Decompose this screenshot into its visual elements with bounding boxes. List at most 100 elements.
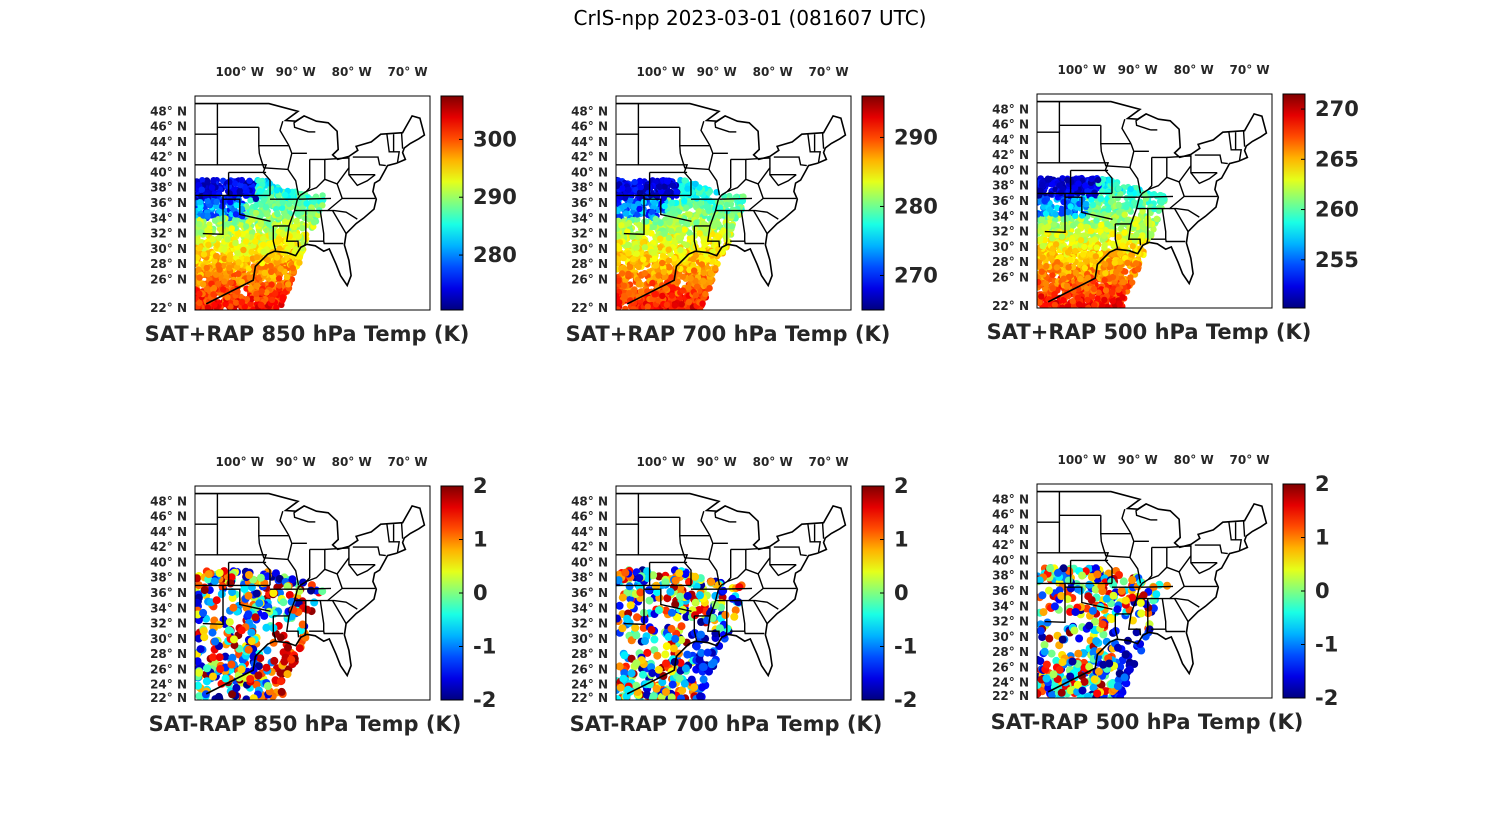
data-point xyxy=(232,211,240,218)
data-point xyxy=(1089,201,1097,209)
map-frame xyxy=(615,95,852,311)
lon-tick-label: 70° W xyxy=(809,65,849,79)
data-point xyxy=(616,277,622,285)
data-point xyxy=(253,295,260,302)
data-point xyxy=(1069,298,1076,305)
data-point xyxy=(1109,230,1116,238)
data-point xyxy=(1065,269,1072,276)
data-point xyxy=(281,191,289,199)
panel-title: SAT+RAP 700 hPa Temp (K) xyxy=(566,322,891,346)
lon-tick-label: 80° W xyxy=(332,65,372,79)
data-point xyxy=(237,181,244,189)
data-point xyxy=(630,203,637,210)
data-point xyxy=(1041,285,1049,292)
data-point xyxy=(636,205,643,213)
data-point xyxy=(258,288,265,295)
data-point xyxy=(230,641,239,650)
colorbar-tick-label: 255 xyxy=(1315,248,1359,272)
data-point xyxy=(683,241,691,249)
data-point xyxy=(640,256,647,263)
data-point xyxy=(681,197,688,205)
data-point xyxy=(1092,253,1099,260)
data-point xyxy=(700,278,707,285)
data-point xyxy=(232,239,239,247)
data-point xyxy=(1071,184,1079,192)
data-point xyxy=(276,282,283,289)
data-point xyxy=(196,299,203,307)
data-point xyxy=(620,254,627,262)
data-point xyxy=(666,264,673,271)
data-point xyxy=(226,255,233,263)
data-point xyxy=(700,269,707,276)
data-point xyxy=(221,278,228,285)
data-point xyxy=(1094,295,1101,302)
data-point xyxy=(268,281,275,288)
data-point xyxy=(679,273,686,280)
scatter-points xyxy=(616,176,747,310)
data-point xyxy=(289,188,296,195)
data-point xyxy=(1128,251,1135,258)
data-point xyxy=(696,200,704,207)
data-point xyxy=(1065,273,1073,281)
chart-svg: 100° W 90° W 80° W 70° W48° N46° N44° N42° … xyxy=(987,63,1359,344)
data-point xyxy=(663,301,671,308)
data-point xyxy=(1093,244,1100,251)
data-point xyxy=(251,613,260,622)
data-point xyxy=(202,677,211,686)
data-point xyxy=(221,255,228,262)
data-point xyxy=(668,199,676,206)
data-point xyxy=(1084,296,1091,304)
state-border xyxy=(773,156,807,167)
data-point xyxy=(278,223,286,230)
data-point xyxy=(1037,274,1041,281)
data-point xyxy=(1064,224,1071,231)
data-point xyxy=(679,185,686,192)
data-point xyxy=(236,188,243,195)
data-point xyxy=(273,259,280,266)
data-point xyxy=(688,189,695,196)
lat-tick-label: 42° N xyxy=(571,150,608,164)
data-point xyxy=(687,275,694,282)
data-point xyxy=(1107,198,1115,206)
data-point xyxy=(661,202,668,210)
data-point xyxy=(1101,242,1108,249)
data-point xyxy=(1038,216,1046,223)
data-point xyxy=(275,275,283,282)
lat-tick-label: 22° N xyxy=(150,301,187,315)
data-point xyxy=(1115,209,1123,216)
data-point xyxy=(210,291,217,298)
data-point xyxy=(625,250,632,257)
data-point xyxy=(1044,176,1052,183)
data-point xyxy=(649,279,656,287)
data-point xyxy=(669,182,677,189)
lat-tick-label: 36° N xyxy=(150,196,187,210)
data-point xyxy=(702,290,709,298)
lon-tick-label: 90° W xyxy=(1118,63,1158,77)
data-point xyxy=(698,254,705,261)
data-point xyxy=(1134,266,1142,273)
data-point xyxy=(247,628,256,637)
colorbar-tick-label: 300 xyxy=(473,127,517,151)
data-point xyxy=(213,198,220,205)
data-point xyxy=(1049,272,1056,279)
state-border xyxy=(202,195,224,236)
lat-tick-label: 42° N xyxy=(992,148,1029,162)
state-border xyxy=(298,197,332,200)
state-border xyxy=(623,195,645,236)
data-point xyxy=(226,264,233,272)
data-point xyxy=(1064,208,1072,216)
data-point xyxy=(228,588,237,597)
data-point xyxy=(210,177,217,184)
data-point xyxy=(260,197,267,204)
data-point xyxy=(655,297,662,304)
data-point xyxy=(252,202,260,210)
state-border xyxy=(748,209,779,220)
data-point xyxy=(263,189,270,197)
data-point xyxy=(622,210,630,217)
data-point xyxy=(196,244,203,252)
state-border xyxy=(273,225,300,248)
data-point xyxy=(198,186,205,193)
data-point xyxy=(659,259,666,267)
data-point xyxy=(681,226,688,233)
data-point xyxy=(1101,232,1108,239)
